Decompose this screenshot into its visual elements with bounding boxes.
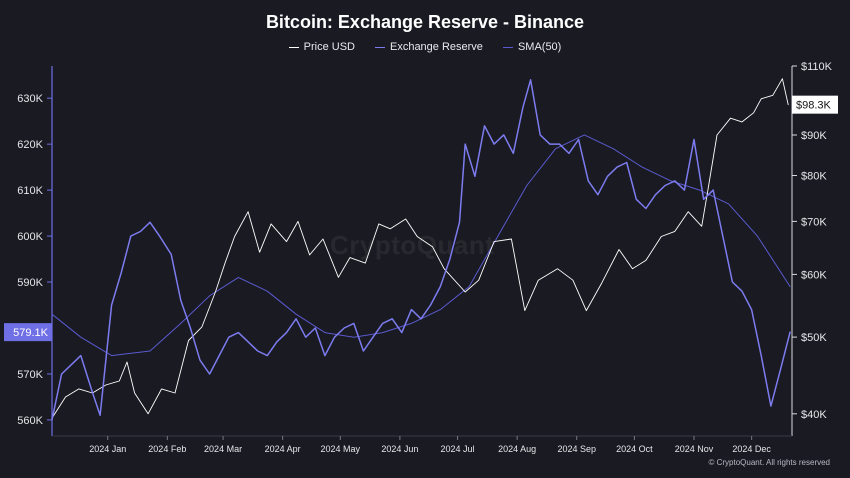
x-tick-label: 2024 Feb <box>148 444 186 454</box>
x-tick-label: 2024 Jul <box>441 444 475 454</box>
x-tick-label: 2024 Aug <box>498 444 536 454</box>
legend-swatch-reserve <box>374 46 385 48</box>
legend-swatch-sma <box>502 46 513 48</box>
left-tick-label: 590K <box>17 277 43 289</box>
left-current-value-badge <box>4 323 52 342</box>
legend: Price USD Exchange Reserve SMA(50) <box>0 41 850 53</box>
left-tick-label: 630K <box>17 93 43 105</box>
chart-title: Bitcoin: Exchange Reserve - Binance <box>265 12 585 32</box>
left-tick-label: 610K <box>17 185 43 197</box>
x-tick-label: 2024 Jun <box>381 444 418 454</box>
x-tick-label: 2024 Nov <box>675 444 714 454</box>
legend-label-reserve: Exchange Reserve <box>389 41 483 53</box>
legend-label-sma: SMA(50) <box>517 41 562 53</box>
right-tick-label: $80K <box>801 170 827 182</box>
series-line-exchange-reserve <box>51 79 791 421</box>
left-tick-label: 560K <box>17 415 43 427</box>
legend-item-sma[interactable]: SMA(50) <box>502 41 562 53</box>
right-tick-label: $40K <box>801 409 827 421</box>
legend-swatch-price <box>288 46 299 48</box>
x-tick-label: 2024 Sep <box>557 444 596 454</box>
right-current-value-badge <box>792 95 838 114</box>
series-line-price <box>51 78 789 419</box>
x-axis: 2024 Jan 2024 Feb 2024 Mar 2024 Apr 2024 May… <box>52 435 792 454</box>
right-axis: $110K $90K $80K $70K $60K $50K $40K <box>791 61 833 436</box>
left-current-value-label: 579.1K <box>13 327 49 339</box>
left-axis: 630K620K610K600K590K580K570K560K <box>17 66 53 436</box>
legend-item-reserve[interactable]: Exchange Reserve <box>374 41 483 53</box>
legend-item-price[interactable]: Price USD <box>288 41 355 53</box>
x-tick-label: 2024 Apr <box>265 444 301 454</box>
x-tick-label: 2024 Dec <box>732 444 771 454</box>
series-line-sma50 <box>51 134 791 357</box>
left-tick-label: 570K <box>17 369 43 381</box>
right-tick-label: $50K <box>801 332 827 344</box>
watermark: CryptoQuant <box>330 230 495 260</box>
right-tick-label: $70K <box>801 216 827 228</box>
legend-label-price: Price USD <box>303 41 355 53</box>
x-tick-label: 2024 Mar <box>204 444 242 454</box>
right-tick-label: $110K <box>801 61 833 73</box>
x-tick-label: 2024 Jan <box>89 444 126 454</box>
right-current-value-label: $98.3K <box>796 100 832 112</box>
x-tick-label: 2024 Oct <box>616 444 653 454</box>
x-tick-label: 2024 May <box>321 444 361 454</box>
left-tick-label: 600K <box>17 231 43 243</box>
value-badges: 579.1K $98.3K <box>4 95 838 342</box>
plot-lines <box>51 78 791 421</box>
copyright-notice: © CryptoQuant. All rights reserved <box>708 458 831 467</box>
right-tick-label: $60K <box>801 269 827 281</box>
left-tick-label: 620K <box>17 139 43 151</box>
right-tick-label: $90K <box>801 130 827 142</box>
